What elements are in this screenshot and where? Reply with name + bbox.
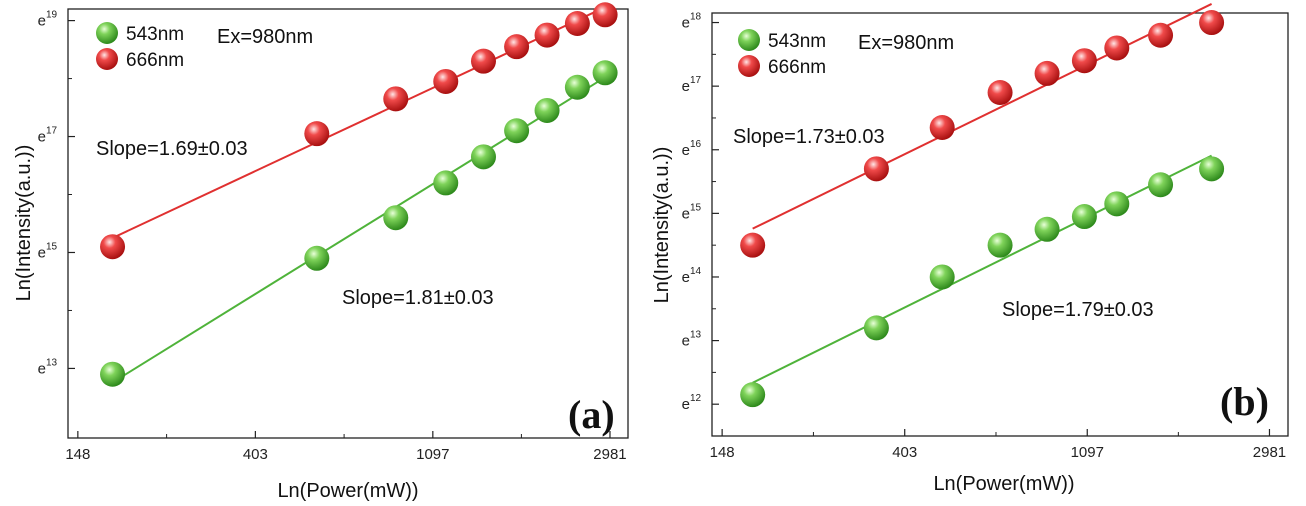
data-point-666nm [534, 22, 560, 48]
y-tick-label: e [38, 244, 46, 261]
y-tick-label: e [682, 15, 690, 32]
x-tick-label: 2981 [593, 446, 626, 463]
y-tick-label: e [38, 13, 46, 30]
legend-marker-543nm [96, 22, 118, 44]
y-tick-exponent: 13 [46, 357, 58, 368]
y-tick-exponent: 17 [46, 126, 58, 137]
data-point-543nm [100, 361, 126, 387]
x-tick-label: 403 [243, 446, 268, 463]
fit-lines [112, 6, 606, 384]
data-point-666nm [740, 232, 766, 258]
x-tick-label: 2981 [1253, 444, 1286, 461]
data-point-543nm [987, 232, 1013, 258]
data-point-666nm [863, 156, 889, 182]
y-tick-exponent: 15 [690, 202, 702, 213]
x-tick-label: 1097 [1071, 444, 1104, 461]
slope-annotation-543nm: Slope=1.81±0.03 [342, 287, 494, 309]
data-point-666nm [1071, 48, 1097, 74]
data-point-666nm [100, 234, 126, 260]
data-point-666nm [1148, 22, 1174, 48]
y-tick-label: e [38, 129, 46, 146]
x-axis-label: Ln(Power(mW)) [933, 473, 1074, 495]
y-tick-exponent: 15 [46, 241, 58, 252]
slope-annotation-543nm: Slope=1.79±0.03 [1002, 299, 1154, 321]
x-tick-label: 148 [710, 444, 735, 461]
legend-label-543nm: 543nm [768, 31, 826, 52]
plot-frame [67, 8, 629, 439]
y-tick-exponent: 18 [690, 12, 702, 23]
x-tick-label: 148 [65, 446, 90, 463]
data-point-666nm [383, 86, 409, 112]
y-tick-exponent: 16 [690, 139, 702, 150]
y-tick-label: e [38, 360, 46, 377]
y-tick-label: e [682, 269, 690, 286]
fit-lines [752, 3, 1213, 384]
data-point-543nm [564, 74, 590, 100]
x-tick-label: 403 [892, 444, 917, 461]
slope-annotation-666nm: Slope=1.69±0.03 [96, 138, 248, 160]
data-point-666nm [1034, 60, 1060, 86]
data-point-666nm [592, 2, 618, 28]
data-point-543nm [1071, 204, 1097, 230]
data-point-543nm [740, 382, 766, 408]
y-tick-exponent: 14 [690, 266, 702, 277]
y-tick-label: e [682, 205, 690, 222]
legend-marker-666nm [96, 48, 118, 70]
data-point-666nm [987, 80, 1013, 106]
slope-annotation-666nm: Slope=1.73±0.03 [733, 126, 885, 148]
data-point-543nm [470, 144, 496, 170]
data-points [740, 10, 1225, 408]
data-point-543nm [863, 315, 889, 341]
y-tick-label: e [682, 78, 690, 95]
data-point-543nm [1104, 191, 1130, 217]
data-point-666nm [433, 68, 459, 94]
data-point-543nm [1199, 156, 1225, 182]
legend-label-666nm: 666nm [768, 57, 826, 78]
data-point-543nm [433, 170, 459, 196]
data-point-543nm [534, 97, 560, 123]
data-point-543nm [929, 264, 955, 290]
y-tick-exponent: 19 [46, 10, 58, 21]
data-point-666nm [470, 48, 496, 74]
data-point-543nm [504, 118, 530, 144]
data-point-543nm [1034, 216, 1060, 242]
excitation-annotation: Ex=980nm [858, 32, 954, 54]
plot-frame [711, 12, 1289, 437]
panel-label-a: (a) [568, 392, 615, 437]
panel-label-b: (b) [1220, 379, 1269, 424]
y-tick-label: e [682, 142, 690, 159]
data-point-543nm [304, 245, 330, 271]
data-points [100, 2, 618, 387]
legend-label-543nm: 543nm [126, 24, 184, 45]
data-point-543nm [1148, 172, 1174, 198]
legend-marker-543nm [738, 29, 760, 51]
legend-label-666nm: 666nm [126, 50, 184, 71]
y-axis-label: Ln(Intensity(a.u.)) [13, 145, 35, 302]
y-axis-label: Ln(Intensity(a.u.)) [651, 147, 673, 304]
data-point-666nm [504, 34, 530, 60]
data-point-666nm [1199, 10, 1225, 36]
data-point-543nm [383, 205, 409, 231]
data-point-543nm [592, 60, 618, 86]
fit-line-543nm [752, 154, 1213, 384]
y-tick-label: e [682, 396, 690, 413]
y-tick-exponent: 13 [690, 330, 702, 341]
y-tick-label: e [682, 333, 690, 350]
data-point-666nm [564, 10, 590, 36]
excitation-annotation: Ex=980nm [217, 26, 313, 48]
x-axis-label: Ln(Power(mW)) [277, 480, 418, 502]
data-point-666nm [929, 114, 955, 140]
y-tick-exponent: 12 [690, 393, 702, 404]
data-point-666nm [1104, 35, 1130, 61]
legend-marker-666nm [738, 55, 760, 77]
x-tick-label: 1097 [416, 446, 449, 463]
y-tick-exponent: 17 [690, 75, 702, 86]
fit-line-666nm [752, 3, 1213, 230]
data-point-666nm [304, 121, 330, 147]
